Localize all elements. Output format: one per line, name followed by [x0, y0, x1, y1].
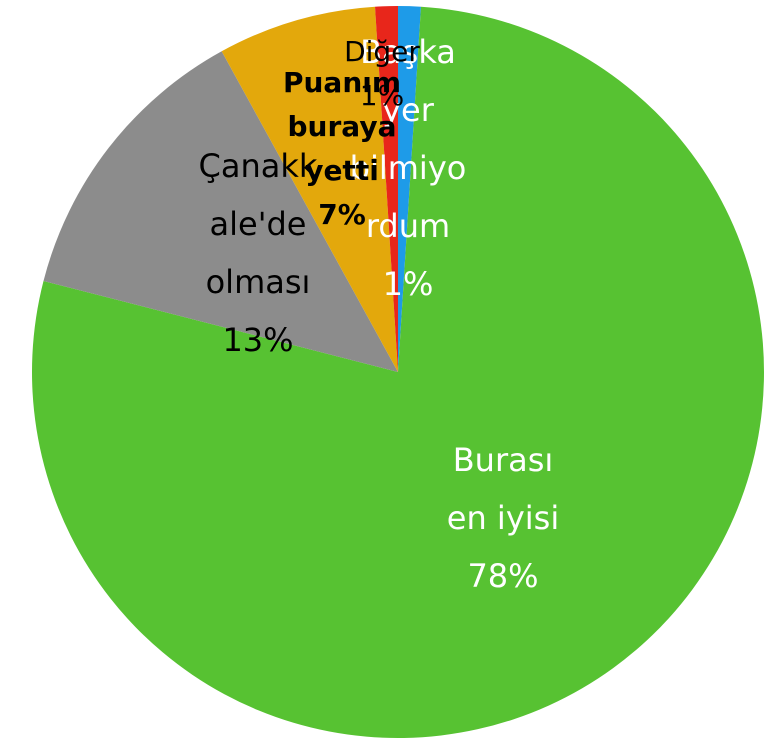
slice-label: Burası en iyisi [447, 441, 559, 537]
slice-label-line: olması [206, 263, 311, 301]
slice-label-line: Başka [360, 33, 456, 71]
slice-label-line: Çanakk [199, 147, 318, 185]
slice-label-line: en iyisi [447, 499, 559, 537]
pie-slice [375, 6, 398, 372]
pie-slice [221, 6, 398, 372]
slice-label-line: ale'de [210, 205, 307, 243]
slice-value-label: 1% [360, 79, 404, 112]
pie-slice [398, 6, 421, 372]
slice-label: Başka yer bilmiyo rdum [350, 33, 467, 245]
slice-value-label: 1% [383, 265, 434, 303]
slice-label-line: Burası [453, 441, 554, 479]
slice-label-line: Diğer [344, 35, 420, 68]
slice-label-line: yetti [305, 154, 379, 187]
slice-label-line: Puanım [283, 66, 401, 99]
slice-label: Diğer [344, 35, 420, 68]
slice-label-line: buraya [288, 110, 397, 143]
pie-slice [32, 6, 764, 738]
slice-label-line: bilmiyo [350, 149, 467, 187]
slice-label-line: rdum [366, 207, 450, 245]
slice-value-label: 13% [222, 321, 293, 359]
pie-slice [43, 51, 398, 372]
slice-value-label: 7% [318, 198, 366, 231]
slice-label: Puanım buraya yetti [283, 66, 401, 187]
slice-label-line: yer [382, 91, 435, 129]
slice-value-label: 78% [467, 557, 538, 595]
slice-label: Çanakk ale'de olması [199, 147, 318, 301]
